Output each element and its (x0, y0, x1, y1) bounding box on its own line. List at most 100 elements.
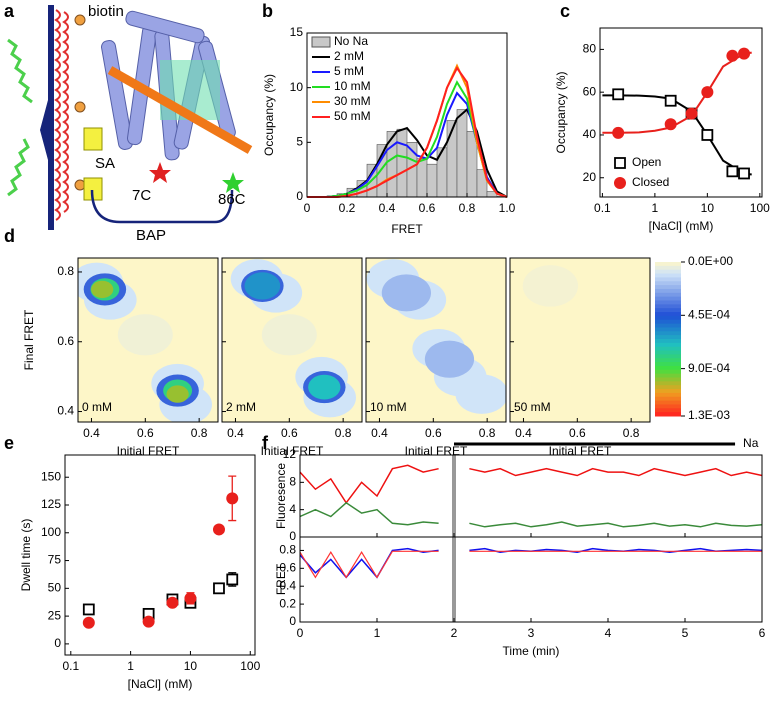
lipids (56, 10, 60, 220)
x-tick-label: 0.4 (83, 426, 100, 440)
x-tick-label: 0.6 (137, 426, 154, 440)
density-blob (91, 281, 113, 298)
y-tick-label: 40 (583, 127, 597, 141)
x-tick-label: 5 (682, 626, 689, 640)
x-tick-label: 10 (184, 659, 198, 673)
hist-bar (427, 164, 437, 197)
diagram-label: BAP (136, 227, 166, 244)
x-tick-label: 0.4 (371, 426, 388, 440)
x-tick-label: 2 (451, 626, 458, 640)
panel-title: 50 mM (514, 400, 551, 414)
colorbar-slice (655, 397, 681, 401)
y-tick-label: 20 (583, 170, 597, 184)
colorbar-slice (655, 270, 681, 274)
colorbar-slice (655, 289, 681, 293)
marker (686, 108, 698, 120)
colorbar-slice (655, 339, 681, 343)
axis-title: [NaCl] (mM) (649, 219, 714, 233)
colorbar-slice (655, 277, 681, 281)
y-tick-label: 0.6 (57, 334, 74, 348)
colorbar-label: 1.3E-03 (688, 408, 730, 422)
hist-bar (397, 129, 407, 197)
colorbar-slice (655, 374, 681, 378)
y-tick-label: 15 (290, 25, 304, 39)
x-tick-label: 10 (701, 201, 715, 215)
x-tick-label: 3 (528, 626, 535, 640)
x-tick-label: 1 (652, 201, 659, 215)
lipids (64, 12, 68, 212)
legend-label: 30 mM (334, 94, 371, 108)
biotin (75, 102, 85, 112)
marker (213, 523, 225, 535)
marker (612, 127, 624, 139)
x-tick-label: 0.8 (191, 426, 208, 440)
colorbar-label: 0.0E+00 (688, 254, 733, 268)
diagram: biotin SA 7C 86C BAP (8, 3, 250, 244)
marker (739, 168, 749, 178)
y-tick-label: 125 (41, 497, 61, 511)
hist-bar (417, 159, 427, 197)
axis-title: Initial FRET (117, 444, 180, 458)
marker (184, 592, 196, 604)
marker (84, 604, 94, 614)
colorbar-slice (655, 404, 681, 408)
axis-title: Initial FRET (405, 444, 468, 458)
axis-title: Occupancy (%) (262, 74, 276, 156)
trace (300, 549, 762, 578)
y-tick-label: 75 (48, 553, 62, 567)
x-tick-label: 0.6 (419, 201, 436, 215)
panel-label: b (262, 1, 273, 21)
x-tick-label: 0.6 (425, 426, 442, 440)
panel-label: d (4, 226, 15, 246)
legend-marker (614, 177, 626, 189)
marker (665, 118, 677, 130)
density-blob (118, 314, 173, 355)
colorbar-slice (655, 354, 681, 358)
marker (143, 616, 155, 628)
y-tick-label: 0.8 (279, 543, 296, 557)
density-blob (245, 272, 281, 299)
colorbar-slice (655, 393, 681, 397)
colorbar-slice (655, 385, 681, 389)
membrane (48, 5, 54, 230)
x-tick-label: 100 (240, 659, 260, 673)
trace (300, 551, 762, 577)
x-tick-label: 4 (605, 626, 612, 640)
axis-title: [NaCl] (mM) (128, 677, 193, 691)
legend-label: 50 mM (334, 109, 371, 123)
heatmap (523, 265, 578, 307)
density-blob (523, 265, 578, 307)
x-tick-label: 100 (750, 201, 770, 215)
panel-title: 0 mM (82, 400, 112, 414)
x-tick-label: 0.4 (379, 201, 396, 215)
hist-bar (457, 110, 467, 197)
x-tick-label: 0.8 (479, 426, 496, 440)
marker (701, 86, 713, 98)
colorbar-label: 4.5E-04 (688, 307, 730, 321)
bap-linker (92, 190, 232, 222)
x-tick-label: 0.6 (569, 426, 586, 440)
colorbar-slice (655, 401, 681, 405)
marker (666, 96, 676, 106)
legend-label: No Na (334, 34, 368, 48)
density-blob (455, 374, 508, 414)
legend-marker (615, 158, 625, 168)
axis-title: Fluoresence (274, 463, 288, 529)
y-tick-label: 12 (283, 447, 297, 461)
star (149, 162, 171, 183)
y-tick-label: 60 (583, 84, 597, 98)
x-tick-label: 0.8 (335, 426, 352, 440)
axis-title: Occupancy (%) (554, 71, 568, 153)
colorbar-slice (655, 362, 681, 366)
legend-label: 2 mM (334, 49, 364, 63)
colorbar-slice (655, 408, 681, 412)
colorbar-slice (655, 301, 681, 305)
y-tick-label: 80 (583, 42, 597, 56)
colorbar-slice (655, 293, 681, 297)
x-tick-label: 1 (374, 626, 381, 640)
x-tick-label: 6 (759, 626, 766, 640)
y-tick-label: 10 (290, 80, 304, 94)
x-tick-label: 0.8 (623, 426, 640, 440)
trace (300, 465, 762, 503)
colorbar-slice (655, 331, 681, 335)
